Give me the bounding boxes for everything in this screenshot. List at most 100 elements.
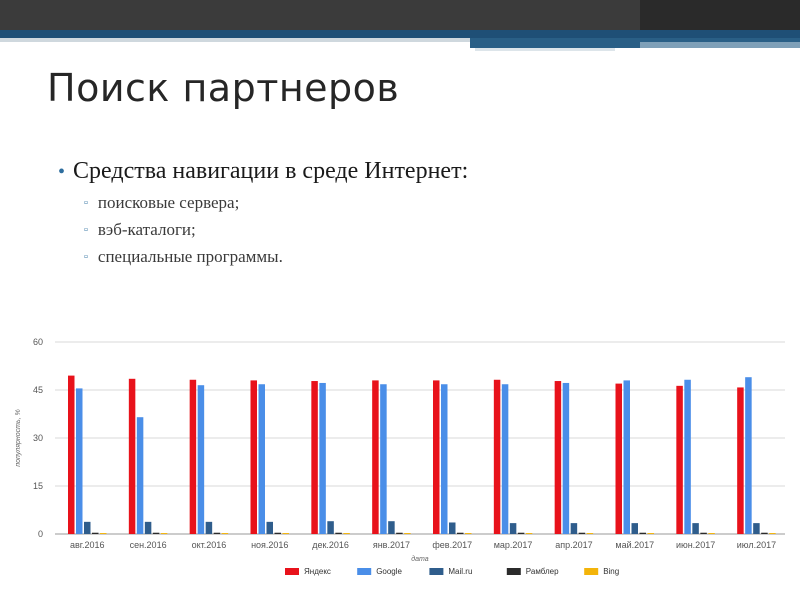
bar (197, 385, 205, 534)
bar (221, 533, 229, 534)
x-tick-label: дек.2016 (312, 540, 349, 550)
main-bullet-text: Средства навигации в среде Интернет: (73, 158, 469, 184)
sub-bullet-list: ▫ поисковые сервера; ▫ вэб-каталоги; ▫ с… (84, 193, 758, 274)
square-bullet-icon: ▫ (84, 197, 88, 209)
bar (266, 521, 273, 534)
bar (501, 384, 509, 534)
bar (205, 521, 213, 534)
chart-canvas: 0 15 30 45 60 популярность, % авг.2016 сен.2016… (15, 337, 785, 576)
bar (465, 533, 472, 534)
y-tick-label: 15 (33, 481, 43, 491)
bar (213, 532, 221, 534)
bar (319, 382, 326, 534)
slide-title: Поиск партнеров (47, 66, 400, 110)
x-tick-label: авг.2016 (70, 540, 105, 550)
x-tick-label: ноя.2016 (251, 540, 288, 550)
legend-label: Bing (603, 567, 619, 576)
y-tick-label: 45 (33, 385, 43, 395)
legend-swatch (285, 568, 299, 575)
bar (737, 387, 744, 534)
bar (68, 375, 75, 534)
y-tick-label: 30 (33, 433, 43, 443)
sub-bullet-item: ▫ специальные программы. (84, 247, 758, 274)
bar (700, 532, 707, 534)
y-axis-label: популярность, % (15, 409, 22, 466)
sub-bullet-item: ▫ вэб-каталоги; (84, 220, 758, 247)
bar (769, 533, 776, 534)
bar (388, 521, 395, 534)
bar (517, 532, 525, 534)
bar (128, 378, 136, 534)
sub-bullet-text: поисковые сервера; (97, 193, 240, 212)
x-tick-label: июн.2017 (676, 540, 715, 550)
bar (676, 385, 683, 534)
bar (327, 521, 334, 534)
bar (615, 383, 622, 534)
bar (433, 380, 440, 534)
legend-swatch (429, 568, 444, 575)
bar (586, 533, 594, 534)
bar (335, 532, 342, 534)
legend-swatch (506, 568, 521, 575)
bar (441, 384, 448, 534)
bar (343, 533, 350, 534)
bar (282, 533, 289, 534)
legend-label: Mail.ru (448, 567, 472, 576)
bar (136, 417, 144, 534)
bar (84, 521, 91, 534)
bar (380, 384, 387, 534)
bar (152, 532, 160, 534)
bar (647, 533, 654, 534)
x-tick-label: май.2017 (615, 540, 654, 550)
bar (708, 533, 715, 534)
bar (525, 533, 533, 534)
bar (562, 382, 570, 534)
bar (250, 380, 257, 534)
y-tick-label: 60 (33, 337, 43, 347)
square-bullet-icon: ▫ (84, 251, 88, 263)
bar (761, 532, 768, 534)
legend-swatch (357, 568, 372, 575)
main-bullet: • Средства навигации в среде Интернет: (58, 158, 758, 185)
bar (160, 533, 168, 534)
sub-bullet-text: специальные программы. (97, 247, 283, 266)
legend-swatch (584, 568, 599, 575)
x-tick-label: апр.2017 (555, 540, 592, 550)
legend-label: Google (376, 567, 402, 576)
bar (509, 523, 517, 534)
bar (639, 532, 646, 534)
bar (396, 532, 403, 534)
bar (457, 532, 464, 534)
bar (554, 381, 562, 534)
bar (258, 384, 265, 534)
y-tick-label: 0 (38, 529, 43, 539)
bar (372, 380, 379, 534)
square-bullet-icon: ▫ (84, 224, 88, 236)
x-tick-label: мар.2017 (494, 540, 533, 550)
bar (92, 532, 99, 534)
bar (189, 379, 197, 534)
bar (578, 532, 586, 534)
x-tick-label: окт.2016 (192, 540, 227, 550)
x-tick-label: фев.2017 (432, 540, 472, 550)
bar (692, 523, 699, 534)
bar (76, 388, 83, 534)
sub-bullet-item: ▫ поисковые сервера; (84, 193, 758, 220)
search-engine-popularity-chart: 0 15 30 45 60 популярность, % авг.2016 сен.2016… (0, 320, 800, 600)
slide-header-bar (0, 0, 800, 52)
legend-label: Яндекс (304, 567, 331, 576)
bar (449, 522, 456, 534)
bar (311, 381, 318, 534)
bullet-dot-icon: • (58, 161, 66, 183)
bar (753, 523, 760, 534)
x-tick-label: сен.2016 (130, 540, 167, 550)
bar (623, 380, 630, 534)
bullet-list: • Средства навигации в среде Интернет: ▫… (58, 158, 758, 274)
bar (144, 521, 152, 534)
bar (684, 379, 691, 534)
legend-label: Рамблер (526, 567, 559, 576)
sub-bullet-text: вэб-каталоги; (97, 220, 196, 239)
bar (631, 523, 638, 534)
bar (404, 533, 411, 534)
bar (570, 523, 578, 534)
